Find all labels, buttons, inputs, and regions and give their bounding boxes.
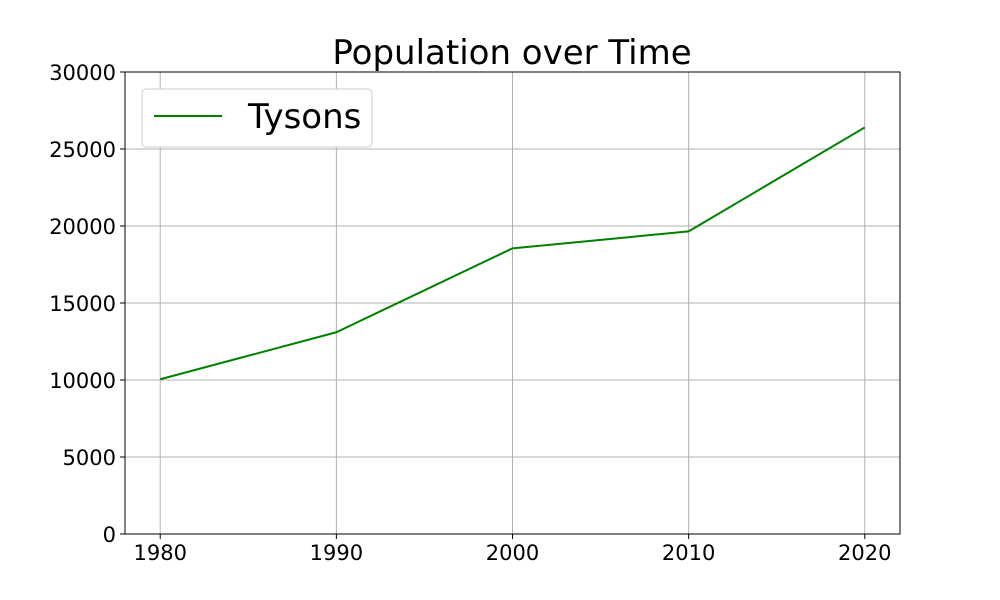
y-tick-label: 5000 — [63, 446, 116, 470]
x-axis: 1980 1990 2000 2010 2020 — [134, 534, 891, 565]
chart-title: Population over Time — [332, 33, 691, 73]
y-tick-label: 20000 — [49, 215, 116, 239]
x-tick-label: 2000 — [486, 541, 539, 565]
y-tick-label: 10000 — [49, 369, 116, 393]
x-tick-label: 1980 — [134, 541, 187, 565]
series-line-tysons — [159, 126, 866, 381]
x-tick-label: 1990 — [310, 541, 363, 565]
y-tick-label: 0 — [103, 523, 116, 547]
legend-box — [141, 88, 373, 148]
series-lines — [159, 126, 866, 381]
y-tick-label: 30000 — [49, 61, 116, 85]
x-tick-label: 2020 — [838, 541, 891, 565]
x-tick-label: 2010 — [662, 541, 715, 565]
legend-label-tysons: Tysons — [247, 97, 361, 137]
y-tick-label: 15000 — [49, 292, 116, 316]
grid-lines — [125, 71, 900, 535]
legend: Tysons — [141, 88, 373, 148]
y-axis: 0 5000 10000 15000 20000 25000 30000 — [49, 61, 125, 547]
y-tick-label: 25000 — [49, 138, 116, 162]
